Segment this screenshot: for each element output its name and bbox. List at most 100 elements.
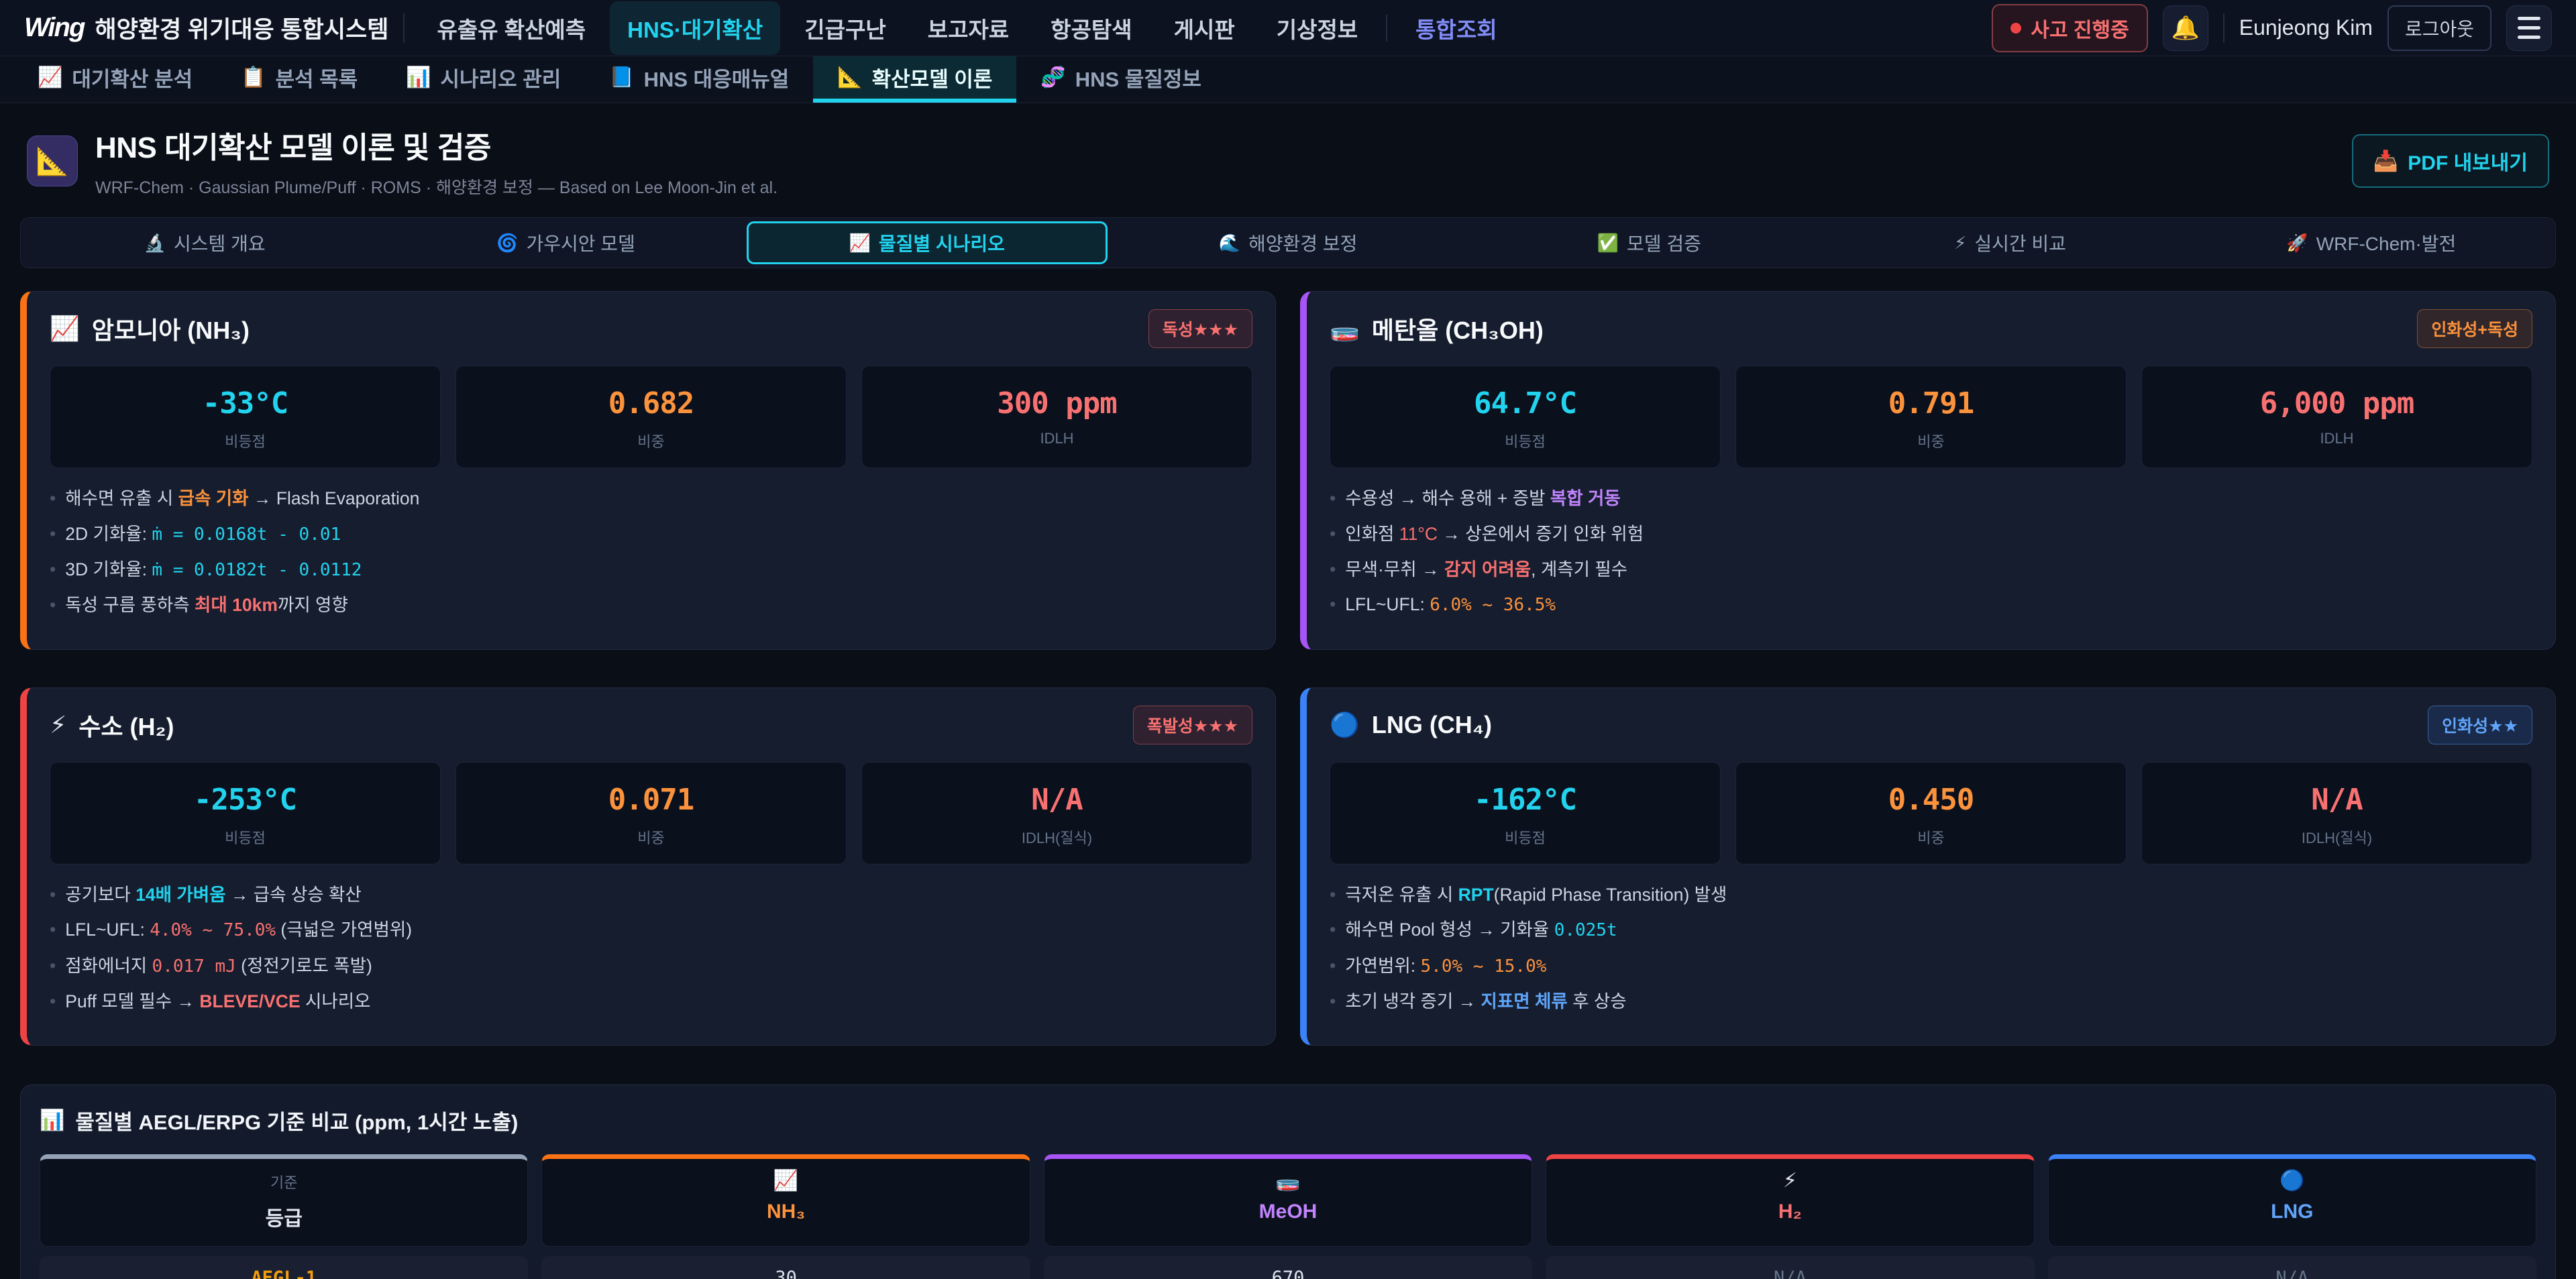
nav-item-2[interactable]: 긴급구난: [804, 17, 886, 42]
stat-value: 300 ppm: [997, 386, 1117, 421]
nav-item-7[interactable]: 통합조회: [1415, 17, 1497, 42]
card-bullet: 무색·무취 → 감지 어려움, 계측기 필수: [1330, 558, 2532, 582]
bar-chart-icon: 📊: [406, 66, 431, 89]
hazard-badge: 인화성★★: [2428, 705, 2532, 744]
stat-value: 0.791: [1888, 386, 1974, 421]
page-header: 📐 HNS 대기확산 모델 이론 및 검증 WRF-Chem · Gaussia…: [0, 103, 2576, 215]
nav-separator: [403, 13, 405, 43]
table-cell: N/A: [2047, 1256, 2536, 1279]
table-col-header-H₂: ⚡ H₂: [1546, 1154, 2035, 1247]
card-title-lng: LNG (CH₄): [1371, 710, 1492, 738]
card-title-hydrogen: 수소 (H₂): [78, 712, 174, 740]
module-tab-4[interactable]: 📐 확산모델 이론: [813, 56, 1017, 103]
top-nav: Wing 해양환경 위기대응 통합시스템 유출유 확산예측 HNS·대기확산 긴급구…: [0, 0, 2576, 56]
chart-increasing-icon: 📈: [38, 66, 63, 89]
cyclone-icon: 🌀: [496, 232, 519, 253]
petri-dish-icon: 🧫: [1330, 315, 1360, 342]
module-tab-0[interactable]: 📈 대기확산 분석: [38, 66, 193, 91]
subtab-2[interactable]: 📈 물질별 시나리오: [746, 221, 1108, 264]
stat-value: N/A: [1031, 782, 1083, 817]
hamburger-icon: [2518, 17, 2540, 39]
stat-value: N/A: [2311, 782, 2363, 817]
stat-value: 6,000 ppm: [2259, 386, 2414, 421]
card-lng: 🔵 LNG (CH₄) 인화성★★ -162°C 비등점 0.450 비중 N/A IDLH(질…: [1300, 687, 2556, 1046]
table-header-row: 기준 등급 📈 NH₃ 🧫 MeOH ⚡ H₂ 🔵 LNG: [40, 1154, 2536, 1247]
nav-item-4[interactable]: 항공탐색: [1051, 17, 1132, 42]
table-col-header-LNG: 🔵 LNG: [2047, 1154, 2536, 1247]
petri-dish-icon: 🧫: [1275, 1170, 1301, 1192]
notifications-button[interactable]: 🔔: [2162, 5, 2208, 51]
rocket-icon: 🚀: [2286, 232, 2308, 253]
subtab-0[interactable]: 🔬 시스템 개요: [144, 232, 266, 255]
table-row-AEGL-1: AEGL-1 30 670 N/A N/A: [40, 1256, 2536, 1279]
high-voltage-icon: ⚡: [1782, 1170, 1797, 1192]
high-voltage-icon: ⚡: [50, 710, 67, 738]
stat-label: 비등점: [225, 433, 266, 450]
card-bullet: LFL~UFL: 6.0% ~ 36.5%: [1330, 593, 2532, 617]
logout-button[interactable]: 로그아웃: [2387, 5, 2491, 51]
blue-circle-icon: 🔵: [2279, 1170, 2305, 1192]
table-cell: 670: [1043, 1256, 1533, 1279]
stat-tile: 6,000 ppm IDLH: [2141, 366, 2532, 468]
card-title-methanol: 메탄올 (CH₃OH): [1371, 317, 1544, 344]
subtab-3[interactable]: 🌊 해양환경 보정: [1218, 232, 1358, 255]
table-cell: 30: [541, 1256, 1030, 1279]
stat-label: 비등점: [1505, 433, 1546, 450]
substance-grid: 📈 암모니아 (NH₃) 독성★★★ -33°C 비등점 0.682 비중 300 ppm ID…: [20, 291, 2556, 1046]
blue-book-icon: 📘: [609, 66, 635, 89]
module-tab-1[interactable]: 📋 분석 목록: [241, 66, 358, 91]
module-tab-3[interactable]: 📘 HNS 대응매뉴얼: [609, 66, 790, 91]
table-col-header-등급: 기준 등급: [40, 1154, 529, 1247]
card-bullet: 독성 구름 풍하측 최대 10km까지 영향: [50, 594, 1252, 618]
incident-status-label: 사고 진행중: [2031, 19, 2129, 42]
nav-right: 사고 진행중 🔔 Eunjeong Kim 로그아웃: [1992, 3, 2552, 52]
subtab-4[interactable]: ✅ 모델 검증: [1597, 232, 1701, 255]
hazard-badge: 독성★★★: [1148, 309, 1252, 348]
subtab-1[interactable]: 🌀 가우시안 모델: [496, 232, 635, 255]
card-bullet: 가연범위: 5.0% ~ 15.0%: [1330, 954, 2532, 979]
microscope-icon: 🔬: [144, 232, 166, 253]
section-subtabs: 🔬 시스템 개요 🌀 가우시안 모델 📈 물질별 시나리오 🌊 해양환경 보정 ✅ 모델 검증 ⚡ 실…: [20, 217, 2556, 268]
module-tabbar: 📈 대기확산 분석 📋 분석 목록 📊 시나리오 관리 📘 HNS 대응매뉴얼 📐 확산모델 이론…: [0, 56, 2576, 103]
clipboard-icon: 📋: [241, 66, 266, 89]
card-bullet: 극저온 유출 시 RPT(Rapid Phase Transition) 발생: [1330, 883, 2532, 907]
module-tab-2[interactable]: 📊 시나리오 관리: [406, 66, 561, 91]
stat-value: 64.7°C: [1474, 386, 1577, 421]
nav-item-5[interactable]: 게시판: [1173, 17, 1235, 42]
stat-tile: 0.071 비중: [455, 761, 847, 865]
triangular-ruler-icon: 📐: [837, 66, 863, 89]
stat-value: 0.682: [608, 386, 694, 421]
module-tab-5[interactable]: 🧬 HNS 물질정보: [1040, 66, 1201, 91]
triangular-ruler-icon: 📐: [27, 135, 78, 186]
app-logo: Wing: [24, 13, 85, 42]
nav-item-6[interactable]: 기상정보: [1276, 17, 1358, 42]
subtab-6[interactable]: 🚀 WRF-Chem·발전: [2286, 232, 2457, 255]
nav-item-3[interactable]: 보고자료: [927, 17, 1010, 42]
module-tabs: 📈 대기확산 분석 📋 분석 목록 📊 시나리오 관리 📘 HNS 대응매뉴얼 📐 확산모델 이론…: [13, 56, 1226, 103]
header-texts: HNS 대기확산 모델 이론 및 검증 WRF-Chem · Gaussian …: [95, 123, 2334, 199]
chart-increasing-icon: 📈: [50, 315, 80, 342]
stat-value: -33°C: [202, 386, 288, 421]
inbox-tray-icon: 📥: [2373, 150, 2399, 172]
check-mark-icon: ✅: [1597, 232, 1619, 253]
stat-label: 비중: [1917, 433, 1945, 450]
page-title: HNS 대기확산 모델 이론 및 검증: [95, 131, 491, 164]
hazard-badge: 폭발성★★★: [1132, 705, 1252, 744]
table-body: AEGL-130670N/AN/AAEGL-21602,100N/AN/AAEG…: [40, 1256, 2536, 1279]
stat-label: 비중: [1917, 829, 1945, 846]
pdf-export-button[interactable]: 📥 PDF 내보내기: [2351, 134, 2549, 188]
stat-label: 비등점: [1505, 829, 1546, 846]
stat-value: 0.071: [608, 782, 694, 817]
nav-item-0[interactable]: 유출유 확산예측: [437, 17, 586, 42]
stat-tile: N/A IDLH(질식): [861, 761, 1252, 865]
chart-increasing-icon: 📈: [849, 232, 871, 253]
stat-tile: 300 ppm IDLH: [861, 366, 1252, 468]
menu-button[interactable]: [2506, 5, 2552, 51]
blue-circle-icon: 🔵: [1330, 710, 1360, 738]
nav-item-1[interactable]: HNS·대기확산: [610, 1, 781, 55]
stat-label: IDLH(질식): [2301, 829, 2373, 846]
subtab-5[interactable]: ⚡ 실시간 비교: [1954, 232, 2066, 255]
card-bullet: 공기보다 14배 가벼움 → 급속 상승 확산: [50, 883, 1252, 907]
pdf-export-label: PDF 내보내기: [2408, 152, 2528, 174]
aegl-table-panel: 📊 물질별 AEGL/ERPG 기준 비교 (ppm, 1시간 노출) 기준 등급…: [20, 1085, 2556, 1279]
